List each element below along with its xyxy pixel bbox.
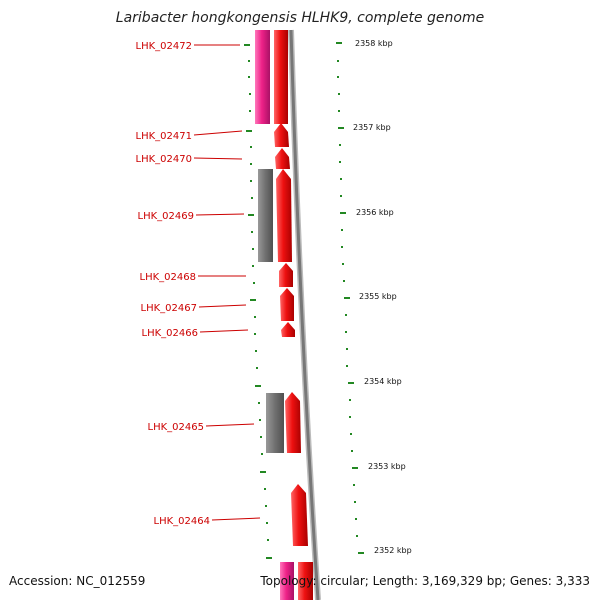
gene-label: LHK_02470 bbox=[136, 154, 192, 165]
gene-arrow-LHK_02470 bbox=[275, 148, 290, 169]
gene-block-pink-bottom bbox=[280, 562, 294, 600]
tick-label: 2354 kbp bbox=[364, 377, 402, 386]
left-ticks bbox=[244, 44, 272, 559]
topology-summary: Topology: circular; Length: 3,169,329 bp… bbox=[260, 574, 590, 588]
gene-label: LHK_02466 bbox=[142, 328, 198, 339]
gene-block-pink bbox=[255, 30, 270, 124]
gene-label: LHK_02469 bbox=[138, 211, 194, 222]
tick-label: 2353 kbp bbox=[368, 462, 406, 471]
backbone-line-core bbox=[289, 29, 320, 600]
tick-label: 2356 kbp bbox=[356, 208, 394, 217]
gene-arrow-LHK_02472 bbox=[274, 30, 288, 124]
gene-label: LHK_02467 bbox=[141, 303, 197, 314]
map-title: Laribacter hongkongensis HLHK9, complete… bbox=[115, 10, 485, 26]
gene-label: LHK_02468 bbox=[140, 272, 196, 283]
gene-arrow-LHK_02465 bbox=[285, 392, 301, 453]
accession-text: Accession: NC_012559 bbox=[9, 574, 146, 588]
gene-arrow-LHK_02467 bbox=[280, 288, 294, 321]
gene-arrow-LHK_02468 bbox=[279, 263, 293, 287]
tick-label: 2352 kbp bbox=[374, 546, 412, 555]
gene-arrow-LHK_02471 bbox=[274, 123, 289, 147]
gene-label: LHK_02464 bbox=[154, 516, 210, 527]
gene-label: LHK_02471 bbox=[136, 131, 192, 142]
gene-arrow-LHK_02469 bbox=[276, 169, 292, 262]
gene-block-gray bbox=[258, 169, 273, 262]
gene-arrow-LHK_02464 bbox=[291, 484, 308, 546]
gene-block-red-bottom bbox=[298, 562, 313, 600]
tick-label: 2355 kbp bbox=[359, 292, 397, 301]
tick-label: 2357 kbp bbox=[353, 123, 391, 132]
right-ticks bbox=[336, 42, 364, 554]
gene-label: LHK_02472 bbox=[136, 41, 192, 52]
gene-label-group: LHK_02472 LHK_02471 LHK_02470 LHK_02469 … bbox=[136, 41, 261, 527]
gene-block-gray bbox=[266, 393, 284, 453]
gene-label: LHK_02465 bbox=[148, 422, 204, 433]
gene-arrow-LHK_02466 bbox=[281, 322, 295, 337]
tick-label: 2358 kbp bbox=[355, 39, 393, 48]
